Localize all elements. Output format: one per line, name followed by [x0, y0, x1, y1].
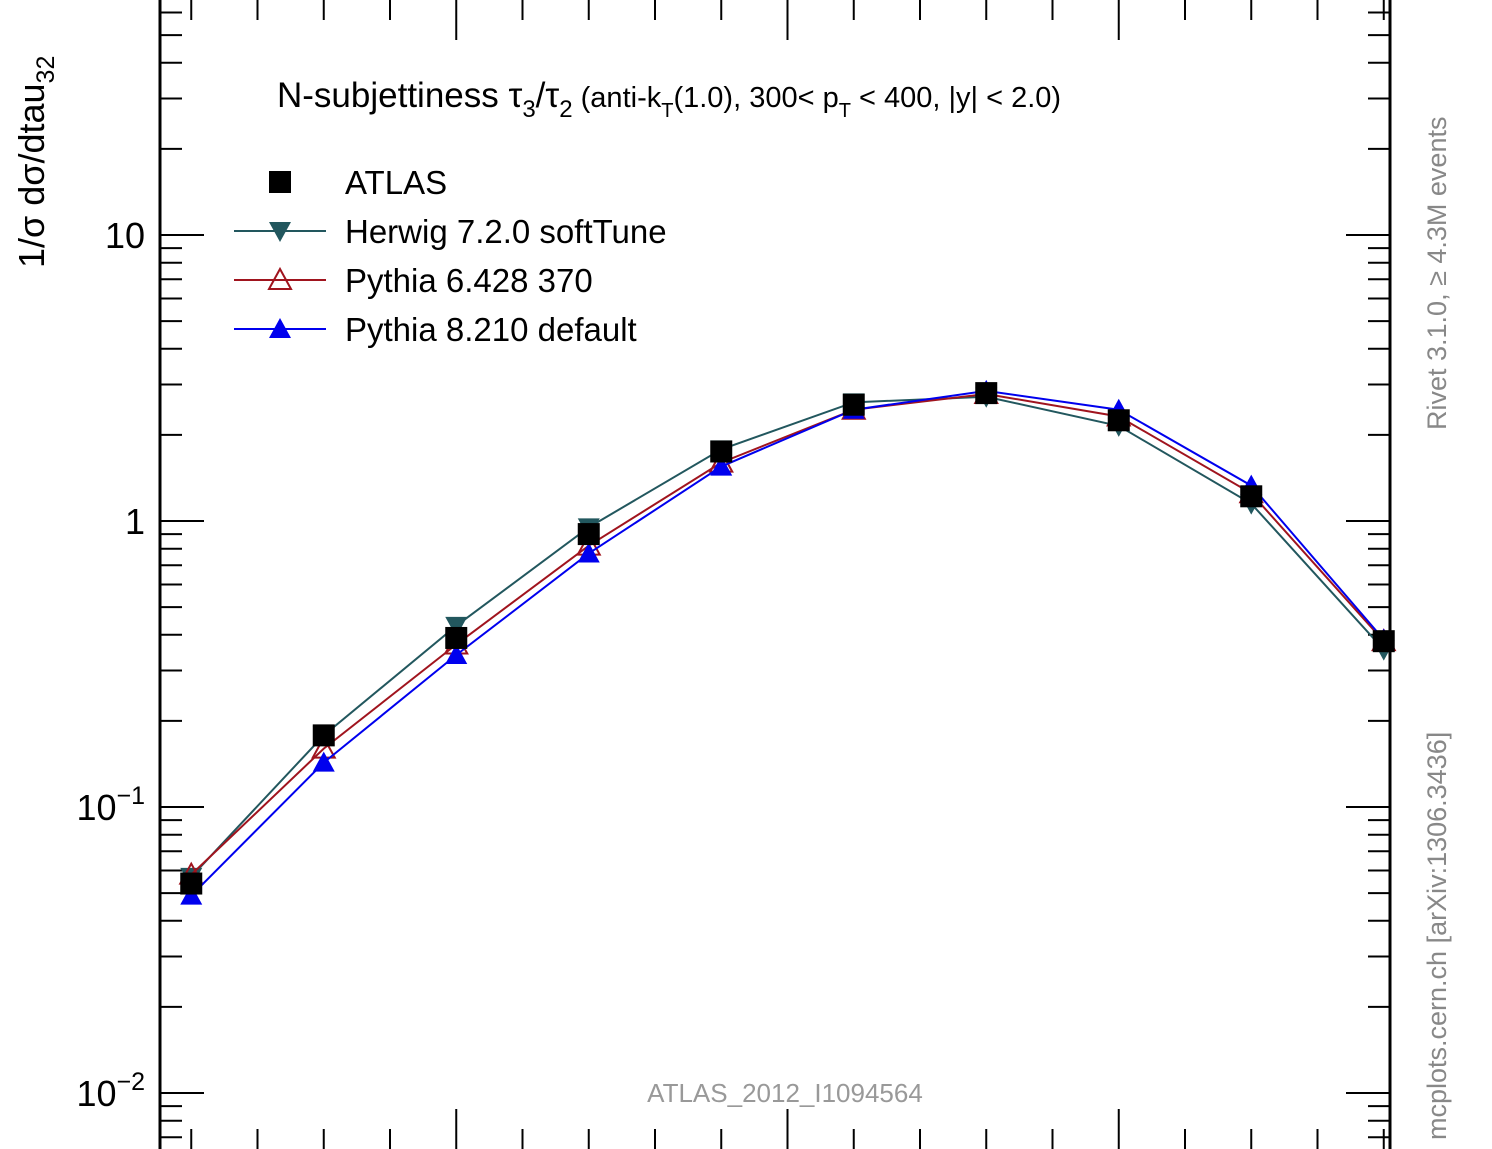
y-tick-label: 1 — [125, 501, 145, 542]
data-point — [975, 382, 998, 405]
legend-label: Herwig 7.2.0 softTune — [345, 213, 667, 250]
legend-entry: ATLAS — [269, 164, 447, 201]
legend: ATLAS Herwig 7.2.0 softTune Pythia 6.428 3… — [234, 164, 667, 348]
data-point — [1107, 409, 1130, 432]
series-0 — [180, 382, 1395, 895]
plot-frame — [158, 0, 1392, 1149]
data-point — [1372, 630, 1395, 653]
series-layer — [178, 379, 1397, 905]
data-point — [312, 724, 335, 747]
data-point — [445, 626, 468, 649]
y-tick-label: 10 — [105, 215, 145, 256]
legend-entry: Pythia 8.210 default — [234, 311, 637, 348]
axis-ticks — [160, 0, 1390, 1149]
legend-entry: Herwig 7.2.0 softTune — [234, 213, 667, 250]
legend-marker — [269, 222, 291, 242]
data-point — [180, 884, 203, 905]
data-point — [312, 751, 335, 772]
data-point — [445, 643, 468, 664]
chart-title: N-subjettiness τ3/τ2 (anti-kT(1.0), 300<… — [277, 76, 1061, 123]
y-tick-label: 10−1 — [76, 782, 145, 828]
data-point — [445, 616, 468, 637]
side-note-bottom: mcplots.cern.ch [arXiv:1306.3436] — [1422, 732, 1452, 1140]
watermark: ATLAS_2012_I1094564 — [647, 1078, 923, 1108]
side-note-top: Rivet 3.1.0, ≥ 4.3M events — [1422, 117, 1452, 430]
y-axis-label: 1/σ dσ/dtau32 — [11, 56, 60, 268]
y-tick-label: 10−2 — [76, 1068, 145, 1114]
legend-label: ATLAS — [345, 164, 447, 201]
y-tick-labels: 10 1 10−1 10−2 — [76, 215, 145, 1114]
legend-marker — [269, 171, 291, 193]
legend-label: Pythia 6.428 370 — [345, 262, 593, 299]
legend-marker — [269, 318, 291, 338]
data-point — [577, 542, 600, 563]
legend-entry: Pythia 6.428 370 — [234, 262, 593, 299]
data-point — [842, 393, 865, 416]
legend-marker — [267, 266, 293, 290]
data-point — [710, 455, 733, 476]
series-line — [190, 395, 1385, 878]
legend-label: Pythia 8.210 default — [345, 311, 637, 348]
data-point — [577, 523, 600, 546]
series-line — [190, 389, 1385, 897]
data-point — [710, 440, 733, 463]
series-line — [190, 392, 1385, 876]
data-point — [180, 872, 203, 895]
data-point — [1240, 485, 1263, 508]
